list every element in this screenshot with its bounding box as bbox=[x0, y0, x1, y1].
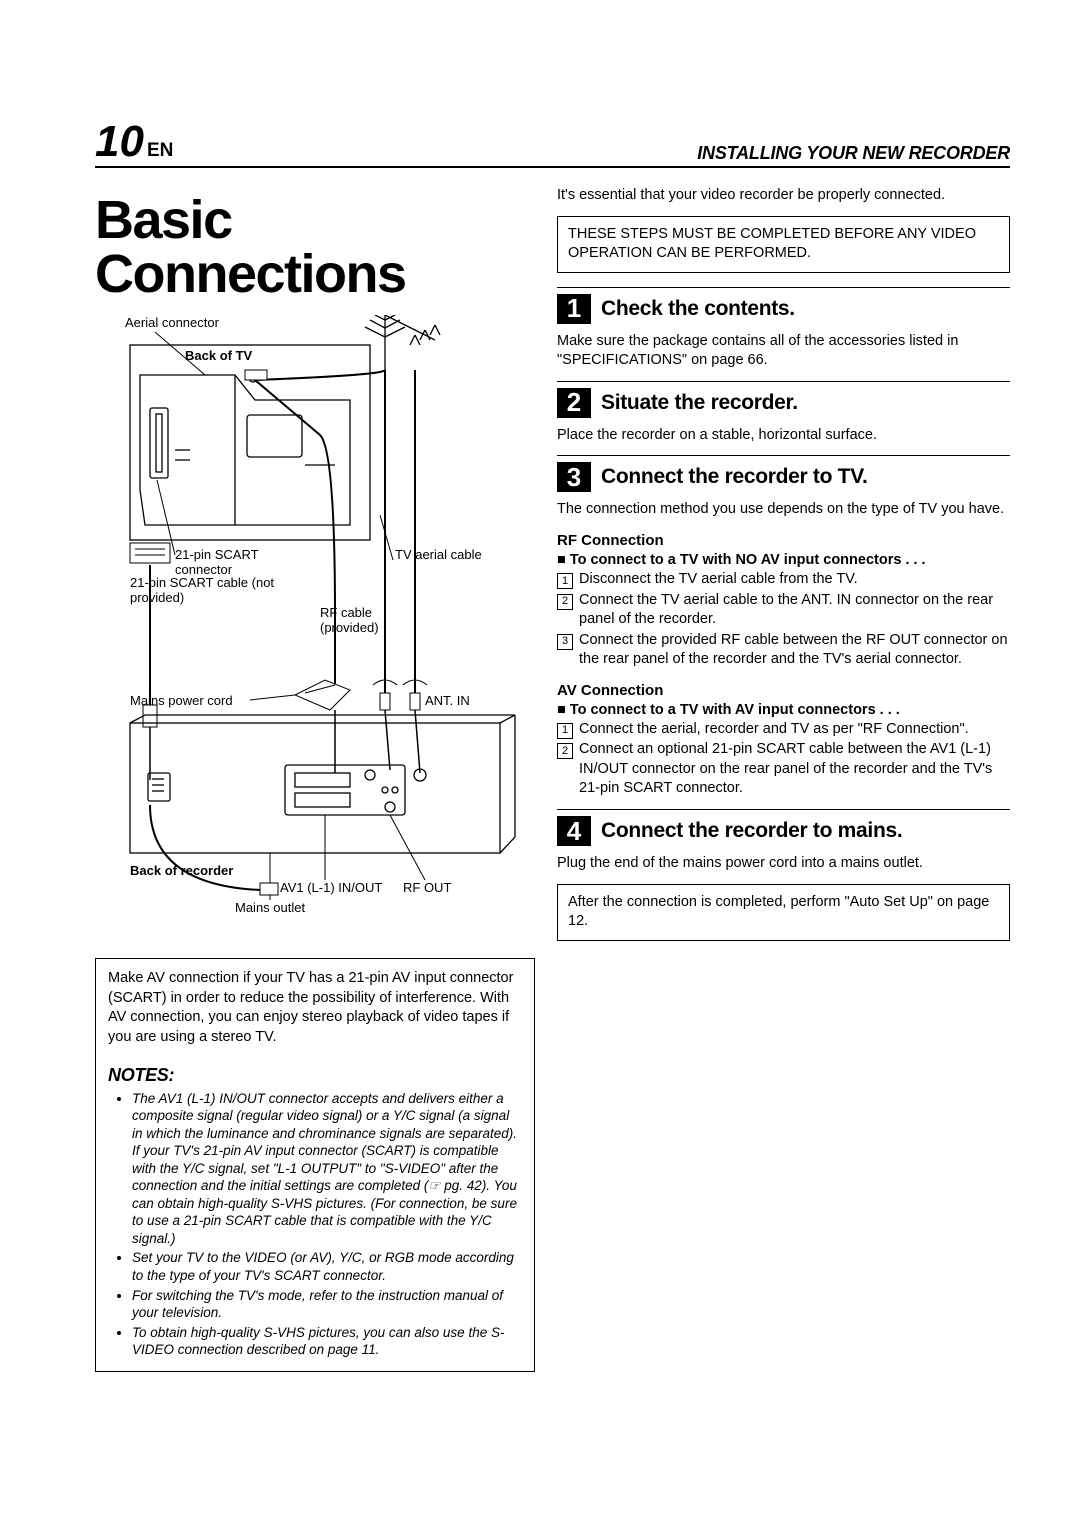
rf-sub: ■ To connect to a TV with NO AV input co… bbox=[557, 552, 1010, 568]
page-number-value: 10 bbox=[95, 120, 144, 164]
step-3-body: The connection method you use depends on… bbox=[557, 500, 1010, 520]
page-lang: EN bbox=[147, 140, 173, 162]
step-title: Connect the recorder to TV. bbox=[601, 465, 868, 489]
list-number: 1 bbox=[557, 723, 573, 739]
step-4-body: Plug the end of the mains power cord int… bbox=[557, 854, 1010, 874]
rf-list: 1 Disconnect the TV aerial cable from the… bbox=[557, 570, 1010, 670]
step-title: Connect the recorder to mains. bbox=[601, 819, 902, 843]
header: 10 EN INSTALLING YOUR NEW RECORDER bbox=[95, 120, 1010, 168]
label-ant-in: ANT. IN bbox=[425, 693, 495, 708]
label-scart-conn: 21-pin SCART connector bbox=[175, 547, 305, 577]
list-number: 1 bbox=[557, 573, 573, 589]
list-number: 2 bbox=[557, 594, 573, 610]
label-rf-out: RF OUT bbox=[403, 880, 483, 895]
warning-box: THESE STEPS MUST BE COMPLETED BEFORE ANY… bbox=[557, 216, 1010, 273]
av-item: Connect an optional 21-pin SCART cable b… bbox=[579, 740, 1010, 799]
step-4-row: 4 Connect the recorder to mains. bbox=[557, 809, 1010, 846]
notes-list: The AV1 (L-1) IN/OUT connector accepts a… bbox=[108, 1090, 522, 1359]
step-number: 3 bbox=[557, 462, 591, 492]
rf-item: Disconnect the TV aerial cable from the … bbox=[579, 570, 858, 590]
label-scart-cable: 21-pin SCART cable (not provided) bbox=[130, 575, 290, 605]
notes-heading: NOTES: bbox=[108, 1063, 522, 1087]
rf-heading: RF Connection bbox=[557, 532, 1010, 549]
av-sub: ■ To connect to a TV with AV input conne… bbox=[557, 702, 1010, 718]
rf-item: Connect the TV aerial cable to the ANT. … bbox=[579, 591, 1010, 630]
step-title: Check the contents. bbox=[601, 297, 795, 321]
step-number: 4 bbox=[557, 816, 591, 846]
step-title: Situate the recorder. bbox=[601, 391, 798, 415]
page-number: 10 EN bbox=[95, 120, 173, 164]
av-note-box: Make AV connection if your TV has a 21-p… bbox=[95, 958, 535, 1372]
intro-text: It's essential that your video recorder … bbox=[557, 186, 1010, 206]
step-number: 1 bbox=[557, 294, 591, 324]
step-2-row: 2 Situate the recorder. bbox=[557, 381, 1010, 418]
step-1-row: 1 Check the contents. bbox=[557, 287, 1010, 324]
step-3-row: 3 Connect the recorder to TV. bbox=[557, 455, 1010, 492]
av-item: Connect the aerial, recorder and TV as p… bbox=[579, 720, 969, 740]
list-number: 3 bbox=[557, 634, 573, 650]
note-item: Set your TV to the VIDEO (or AV), Y/C, o… bbox=[132, 1249, 522, 1284]
list-number: 2 bbox=[557, 743, 573, 759]
rf-item: Connect the provided RF cable between th… bbox=[579, 631, 1010, 670]
connection-diagram: Aerial connector Back of TV bbox=[95, 315, 535, 935]
note-item: For switching the TV's mode, refer to th… bbox=[132, 1287, 522, 1322]
step-number: 2 bbox=[557, 388, 591, 418]
note-item: The AV1 (L-1) IN/OUT connector accepts a… bbox=[132, 1090, 522, 1248]
main-title: Basic Connections bbox=[95, 193, 535, 301]
av-heading: AV Connection bbox=[557, 682, 1010, 699]
step-2-body: Place the recorder on a stable, horizont… bbox=[557, 426, 1010, 446]
after-box: After the connection is completed, perfo… bbox=[557, 884, 1010, 941]
label-aerial: Aerial connector bbox=[125, 315, 245, 330]
section-title: INSTALLING YOUR NEW RECORDER bbox=[697, 143, 1010, 164]
note-item: To obtain high-quality S-VHS pictures, y… bbox=[132, 1324, 522, 1359]
label-rf-cable: RF cable (provided) bbox=[320, 605, 430, 635]
label-mains-cord: Mains power cord bbox=[130, 693, 260, 708]
label-mains-outlet: Mains outlet bbox=[235, 900, 335, 915]
step-1-body: Make sure the package contains all of th… bbox=[557, 332, 1010, 371]
label-tv-aerial: TV aerial cable bbox=[395, 547, 485, 562]
av-list: 1 Connect the aerial, recorder and TV as … bbox=[557, 720, 1010, 799]
av-note-text: Make AV connection if your TV has a 21-p… bbox=[108, 970, 513, 1045]
label-av1: AV1 (L-1) IN/OUT bbox=[280, 880, 410, 895]
label-back-tv: Back of TV bbox=[185, 348, 285, 363]
